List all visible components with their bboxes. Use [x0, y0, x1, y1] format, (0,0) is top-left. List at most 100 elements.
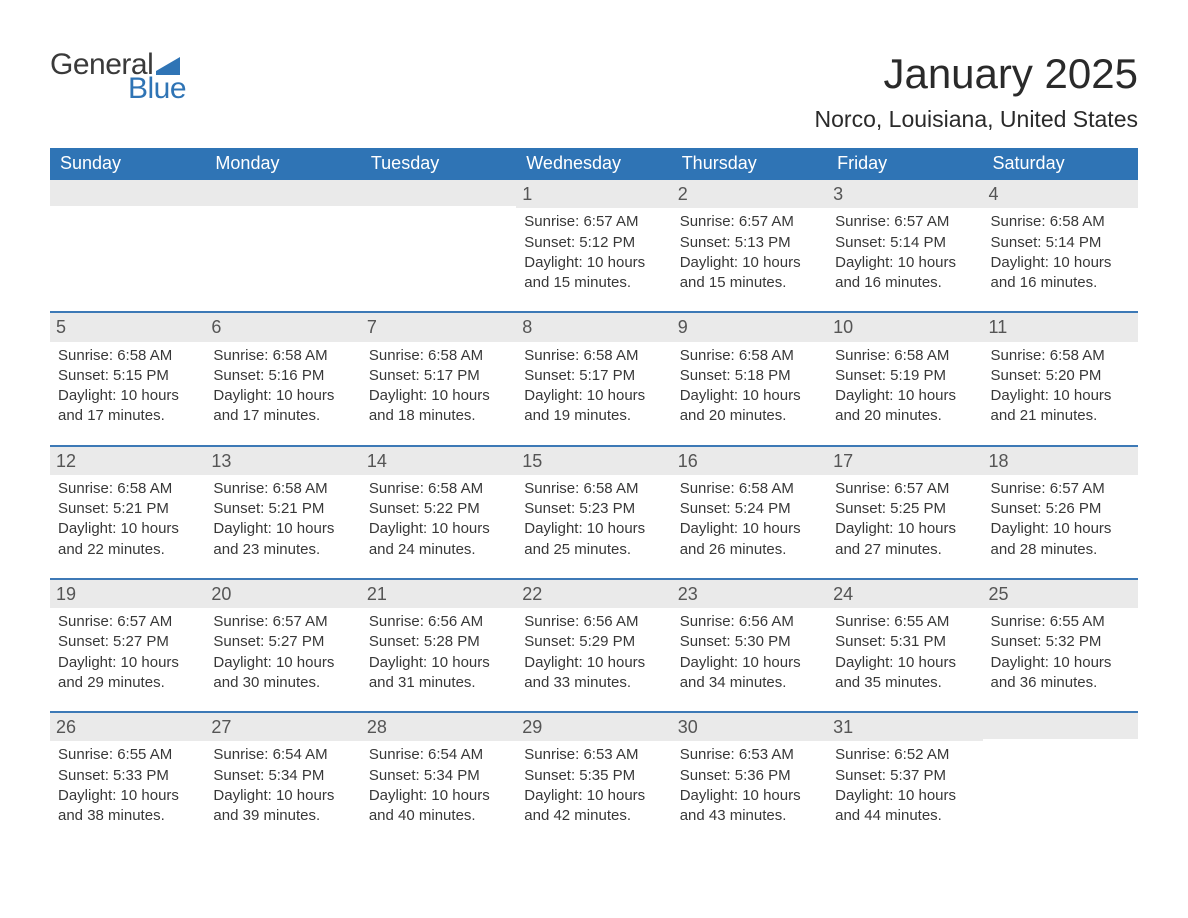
day-cell: 18Sunrise: 6:57 AMSunset: 5:26 PMDayligh…	[983, 447, 1138, 578]
day-cell: 13Sunrise: 6:58 AMSunset: 5:21 PMDayligh…	[205, 447, 360, 578]
day-number: 25	[983, 580, 1138, 608]
calendar: Sunday Monday Tuesday Wednesday Thursday…	[50, 148, 1138, 844]
sunrise-line: Sunrise: 6:58 AM	[835, 346, 974, 366]
sunrise-line: Sunrise: 6:58 AM	[991, 346, 1130, 366]
calendar-page: General Blue January 2025 Norco, Louisia…	[0, 0, 1188, 884]
day-number: 4	[983, 180, 1138, 208]
weekday-thursday: Thursday	[672, 148, 827, 180]
sunset-line: Sunset: 5:29 PM	[524, 632, 663, 652]
day-number: 22	[516, 580, 671, 608]
daylight-line-1: Daylight: 10 hours	[835, 653, 974, 673]
day-number: 18	[983, 447, 1138, 475]
daylight-line-2: and 22 minutes.	[58, 540, 197, 560]
day-cell: 5Sunrise: 6:58 AMSunset: 5:15 PMDaylight…	[50, 313, 205, 444]
day-number: 23	[672, 580, 827, 608]
sunrise-line: Sunrise: 6:56 AM	[680, 612, 819, 632]
daylight-line-1: Daylight: 10 hours	[58, 386, 197, 406]
sunrise-line: Sunrise: 6:55 AM	[58, 745, 197, 765]
daylight-line-1: Daylight: 10 hours	[213, 653, 352, 673]
day-cell: 6Sunrise: 6:58 AMSunset: 5:16 PMDaylight…	[205, 313, 360, 444]
daylight-line-2: and 43 minutes.	[680, 806, 819, 826]
daylight-line-2: and 36 minutes.	[991, 673, 1130, 693]
day-cell: 4Sunrise: 6:58 AMSunset: 5:14 PMDaylight…	[983, 180, 1138, 311]
sunset-line: Sunset: 5:24 PM	[680, 499, 819, 519]
sunrise-line: Sunrise: 6:58 AM	[524, 479, 663, 499]
daylight-line-1: Daylight: 10 hours	[835, 386, 974, 406]
sunrise-line: Sunrise: 6:56 AM	[369, 612, 508, 632]
sunset-line: Sunset: 5:32 PM	[991, 632, 1130, 652]
day-number: 14	[361, 447, 516, 475]
day-number: 8	[516, 313, 671, 341]
day-cell: 8Sunrise: 6:58 AMSunset: 5:17 PMDaylight…	[516, 313, 671, 444]
day-cell	[983, 713, 1138, 844]
daylight-line-2: and 23 minutes.	[213, 540, 352, 560]
sunrise-line: Sunrise: 6:56 AM	[524, 612, 663, 632]
sunrise-line: Sunrise: 6:58 AM	[524, 346, 663, 366]
daylight-line-1: Daylight: 10 hours	[58, 519, 197, 539]
day-number: 12	[50, 447, 205, 475]
daylight-line-1: Daylight: 10 hours	[369, 386, 508, 406]
day-number: 27	[205, 713, 360, 741]
day-cell	[361, 180, 516, 311]
sunset-line: Sunset: 5:19 PM	[835, 366, 974, 386]
sunset-line: Sunset: 5:12 PM	[524, 233, 663, 253]
daylight-line-1: Daylight: 10 hours	[680, 786, 819, 806]
weekday-monday: Monday	[205, 148, 360, 180]
sunset-line: Sunset: 5:16 PM	[213, 366, 352, 386]
sunrise-line: Sunrise: 6:58 AM	[680, 479, 819, 499]
daylight-line-1: Daylight: 10 hours	[524, 786, 663, 806]
daylight-line-1: Daylight: 10 hours	[835, 519, 974, 539]
day-number: 29	[516, 713, 671, 741]
month-title: January 2025	[815, 50, 1138, 98]
day-cell: 15Sunrise: 6:58 AMSunset: 5:23 PMDayligh…	[516, 447, 671, 578]
day-cell: 26Sunrise: 6:55 AMSunset: 5:33 PMDayligh…	[50, 713, 205, 844]
header: General Blue January 2025 Norco, Louisia…	[50, 50, 1138, 133]
sunset-line: Sunset: 5:36 PM	[680, 766, 819, 786]
week-row: 19Sunrise: 6:57 AMSunset: 5:27 PMDayligh…	[50, 578, 1138, 711]
day-cell: 12Sunrise: 6:58 AMSunset: 5:21 PMDayligh…	[50, 447, 205, 578]
week-row: 12Sunrise: 6:58 AMSunset: 5:21 PMDayligh…	[50, 445, 1138, 578]
daylight-line-1: Daylight: 10 hours	[991, 253, 1130, 273]
daylight-line-2: and 38 minutes.	[58, 806, 197, 826]
sunset-line: Sunset: 5:33 PM	[58, 766, 197, 786]
sunrise-line: Sunrise: 6:57 AM	[991, 479, 1130, 499]
daylight-line-2: and 28 minutes.	[991, 540, 1130, 560]
day-number: 9	[672, 313, 827, 341]
daylight-line-1: Daylight: 10 hours	[524, 653, 663, 673]
day-cell: 23Sunrise: 6:56 AMSunset: 5:30 PMDayligh…	[672, 580, 827, 711]
weekday-wednesday: Wednesday	[516, 148, 671, 180]
daylight-line-2: and 27 minutes.	[835, 540, 974, 560]
day-number: 30	[672, 713, 827, 741]
day-cell: 21Sunrise: 6:56 AMSunset: 5:28 PMDayligh…	[361, 580, 516, 711]
day-cell: 3Sunrise: 6:57 AMSunset: 5:14 PMDaylight…	[827, 180, 982, 311]
day-cell: 22 Sunrise: 6:56 AMSunset: 5:29 PMDayligh…	[516, 580, 671, 711]
day-cell: 30Sunrise: 6:53 AMSunset: 5:36 PMDayligh…	[672, 713, 827, 844]
sunset-line: Sunset: 5:17 PM	[524, 366, 663, 386]
weeks-container: 1Sunrise: 6:57 AMSunset: 5:12 PMDaylight…	[50, 180, 1138, 844]
location: Norco, Louisiana, United States	[815, 106, 1138, 133]
sunset-line: Sunset: 5:14 PM	[991, 233, 1130, 253]
daylight-line-2: and 21 minutes.	[991, 406, 1130, 426]
day-cell: 28Sunrise: 6:54 AMSunset: 5:34 PMDayligh…	[361, 713, 516, 844]
sunset-line: Sunset: 5:30 PM	[680, 632, 819, 652]
sunset-line: Sunset: 5:17 PM	[369, 366, 508, 386]
sunrise-line: Sunrise: 6:57 AM	[524, 212, 663, 232]
weekday-header: Sunday Monday Tuesday Wednesday Thursday…	[50, 148, 1138, 180]
sunrise-line: Sunrise: 6:52 AM	[835, 745, 974, 765]
daylight-line-2: and 39 minutes.	[213, 806, 352, 826]
daylight-line-2: and 26 minutes.	[680, 540, 819, 560]
day-cell: 25Sunrise: 6:55 AMSunset: 5:32 PMDayligh…	[983, 580, 1138, 711]
day-number: 21	[361, 580, 516, 608]
daylight-line-1: Daylight: 10 hours	[680, 386, 819, 406]
day-cell: 24Sunrise: 6:55 AMSunset: 5:31 PMDayligh…	[827, 580, 982, 711]
day-number: 20	[205, 580, 360, 608]
day-number: 15	[516, 447, 671, 475]
sunrise-line: Sunrise: 6:57 AM	[213, 612, 352, 632]
daylight-line-2: and 15 minutes.	[680, 273, 819, 293]
daylight-line-1: Daylight: 10 hours	[835, 786, 974, 806]
daylight-line-2: and 15 minutes.	[524, 273, 663, 293]
daylight-line-2: and 44 minutes.	[835, 806, 974, 826]
daylight-line-1: Daylight: 10 hours	[213, 386, 352, 406]
day-number	[50, 180, 205, 206]
day-cell	[205, 180, 360, 311]
